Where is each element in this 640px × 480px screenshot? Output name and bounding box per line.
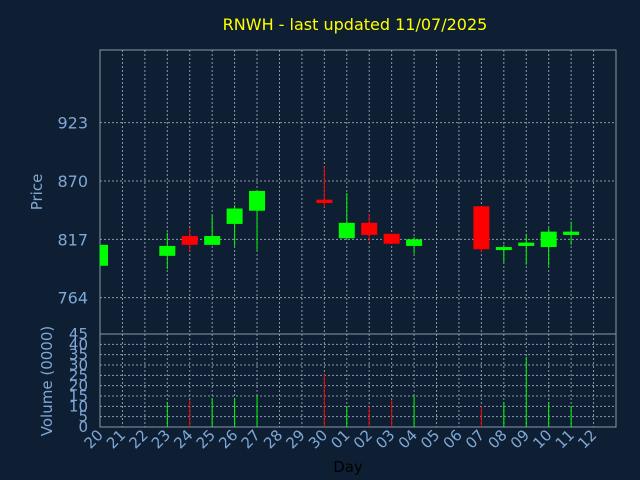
chart-title: RNWH - last updated 11/07/2025 bbox=[223, 15, 488, 34]
volume-panel-frame bbox=[99, 333, 617, 428]
candle-body bbox=[226, 208, 243, 224]
volume-tick-label: 10 bbox=[69, 397, 88, 415]
price-tick-label: 764 bbox=[57, 289, 88, 308]
candle-body bbox=[100, 244, 108, 266]
volume-tick-label: 40 bbox=[69, 335, 88, 353]
x-tick-labels: 2021222324252627282930010203040506070809… bbox=[81, 426, 601, 452]
x-axis-label: Day bbox=[333, 458, 363, 476]
volume-tick-label: 0 bbox=[78, 418, 88, 436]
candles bbox=[99, 166, 580, 270]
volume-tick-label: 25 bbox=[69, 366, 88, 384]
candle-body bbox=[473, 206, 490, 250]
volume-tick-label: 30 bbox=[69, 356, 88, 374]
candle-body bbox=[204, 236, 221, 245]
candle-body bbox=[383, 233, 400, 244]
candle-body bbox=[495, 247, 512, 251]
volume-tick-label: 35 bbox=[69, 346, 88, 364]
candle-body bbox=[563, 231, 580, 235]
candle-body bbox=[249, 190, 266, 211]
candle-body bbox=[159, 245, 176, 256]
candle-body bbox=[361, 222, 378, 235]
price-tick-label: 870 bbox=[57, 172, 88, 191]
volume-tick-label: 20 bbox=[69, 377, 88, 395]
candle-body bbox=[406, 239, 423, 246]
price-tick-label: 817 bbox=[57, 230, 88, 249]
volume-axis-label: Volume (0000) bbox=[38, 326, 56, 436]
price-tick-label: 923 bbox=[57, 114, 88, 133]
candle-body bbox=[518, 242, 535, 246]
candle-body bbox=[540, 231, 557, 248]
candle-body bbox=[338, 222, 355, 239]
volume-tick-label: 15 bbox=[69, 387, 88, 405]
volume-tick-label: 45 bbox=[69, 325, 88, 343]
volume-bars bbox=[166, 356, 572, 427]
price-axis-label: Price bbox=[28, 174, 46, 211]
price-tick-labels: 764 817 870 923 bbox=[57, 114, 88, 308]
candle-body bbox=[316, 199, 333, 204]
candle-body bbox=[181, 236, 198, 245]
price-grid bbox=[99, 50, 616, 334]
volume-tick-label: 5 bbox=[78, 408, 88, 426]
